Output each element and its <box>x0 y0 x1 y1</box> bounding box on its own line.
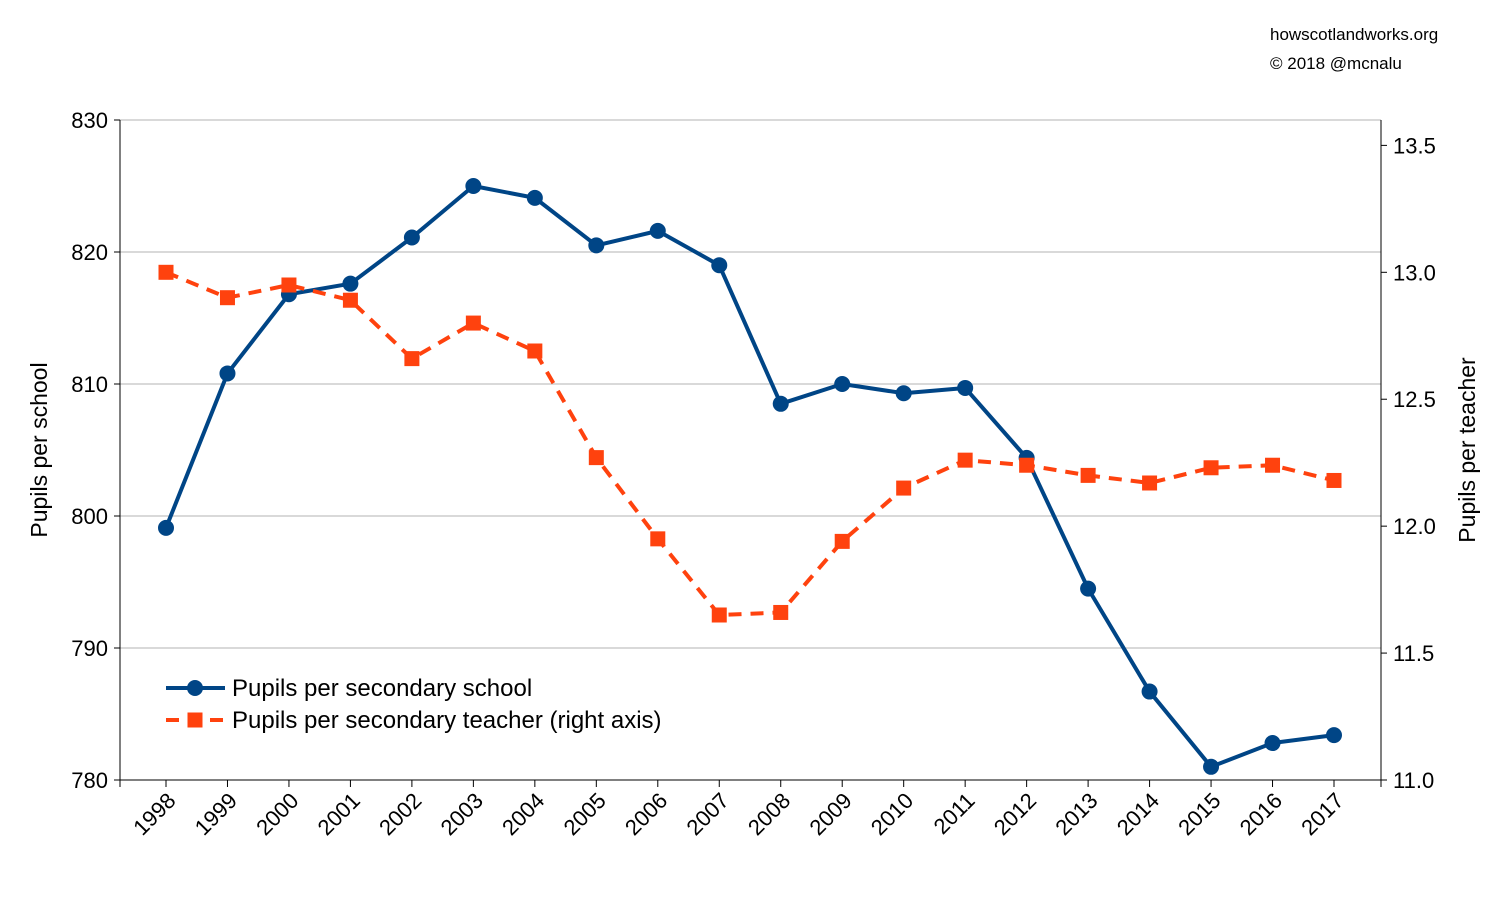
y-tick-label-right: 13.5 <box>1393 133 1436 158</box>
legend-label-teacher: Pupils per secondary teacher (right axis… <box>232 707 662 734</box>
teacher-data-point <box>711 607 727 623</box>
y-tick-label-right: 12.0 <box>1393 514 1436 539</box>
x-tick-label: 2007 <box>682 788 734 840</box>
school-data-point <box>526 189 543 206</box>
school-data-point <box>342 275 359 292</box>
x-tick-label: 2010 <box>866 788 918 840</box>
school-data-point <box>465 178 482 194</box>
legend-marker-teacher <box>187 712 203 728</box>
y-tick-label-left: 830 <box>71 108 108 133</box>
teacher-data-point <box>896 480 912 496</box>
y-tick-label-right: 11.5 <box>1393 641 1434 666</box>
teacher-data-point <box>1203 460 1219 476</box>
x-tick-label: 2011 <box>929 788 980 839</box>
teacher-series-line <box>165 270 1335 617</box>
school-data-point <box>1326 727 1342 744</box>
y-tick-label-left: 800 <box>71 504 108 529</box>
x-tick-label: 2001 <box>313 788 365 840</box>
x-tick-label: 2016 <box>1235 788 1287 840</box>
y-tick-label-left: 820 <box>71 240 108 265</box>
y-tick-label-left: 810 <box>71 372 108 397</box>
x-tick-label: 2013 <box>1050 788 1102 840</box>
x-tick-label: 2008 <box>743 788 795 840</box>
y-tick-label-right: 11.0 <box>1393 768 1434 793</box>
teacher-data-point <box>1265 457 1281 473</box>
teacher-data-point <box>219 290 235 306</box>
y-tick-label-right: 13.0 <box>1393 260 1436 285</box>
x-tick-label: 2015 <box>1173 788 1225 840</box>
teacher-data-point <box>957 452 973 468</box>
x-tick-label: 2006 <box>620 788 672 840</box>
teacher-data-point <box>1080 467 1096 483</box>
teacher-data-point <box>342 292 358 308</box>
teacher-data-point <box>1019 457 1035 473</box>
x-tick-label: 2017 <box>1296 788 1348 840</box>
teacher-data-point <box>773 604 789 620</box>
teacher-data-point <box>588 450 604 466</box>
legend-marker-school <box>187 680 203 696</box>
teacher-data-point <box>1142 475 1158 491</box>
x-tick-label: 2000 <box>251 788 303 840</box>
school-data-point <box>1264 735 1281 752</box>
legend: Pupils per secondary school Pupils per se… <box>166 675 662 734</box>
school-data-point <box>772 395 789 412</box>
legend-label-school: Pupils per secondary school <box>232 675 532 702</box>
y-tick-label-left: 790 <box>71 636 108 661</box>
teacher-data-point <box>650 531 666 547</box>
gridlines <box>120 119 1381 649</box>
credit-copyright: © 2018 @mcnalu <box>1270 54 1402 73</box>
teacher-data-point <box>834 533 850 549</box>
school-data-point <box>588 237 605 254</box>
x-tick-label: 1999 <box>190 788 242 840</box>
school-data-point <box>1080 580 1097 597</box>
x-tick-label: 2005 <box>559 788 611 840</box>
teacher-data-point <box>158 264 174 280</box>
school-data-point <box>834 376 851 392</box>
x-tick-label: 2012 <box>989 788 1041 840</box>
school-data-point <box>895 385 912 402</box>
x-tick-label: 2014 <box>1112 788 1164 840</box>
school-data-point <box>403 229 420 246</box>
school-data-point <box>711 257 728 274</box>
school-data-point <box>649 222 666 239</box>
teacher-data-point <box>465 315 481 331</box>
school-data-point <box>158 519 174 536</box>
y-tick-label-right: 12.5 <box>1393 387 1436 412</box>
x-tick-label: 2004 <box>497 788 549 840</box>
teacher-data-point <box>1326 472 1342 488</box>
x-tick-label: 1998 <box>128 788 180 840</box>
school-series-line <box>164 184 1335 769</box>
y-axis-title-left: Pupils per school <box>26 362 52 537</box>
teacher-data-point <box>404 351 420 367</box>
school-data-point <box>957 379 974 396</box>
y-axis-title-right: Pupils per teacher <box>1454 357 1480 543</box>
school-data-point <box>219 365 236 382</box>
school-data-point <box>1203 758 1220 775</box>
x-tick-label: 2003 <box>436 788 488 840</box>
credit-site: howscotlandworks.org <box>1270 25 1438 44</box>
teacher-data-point <box>281 277 297 293</box>
teacher-data-point <box>527 343 543 359</box>
school-data-point <box>1141 683 1158 700</box>
x-tick-label: 2009 <box>804 788 856 840</box>
y-tick-label-left: 780 <box>71 768 108 793</box>
series <box>158 178 1342 775</box>
x-tick-label: 2002 <box>374 788 426 840</box>
